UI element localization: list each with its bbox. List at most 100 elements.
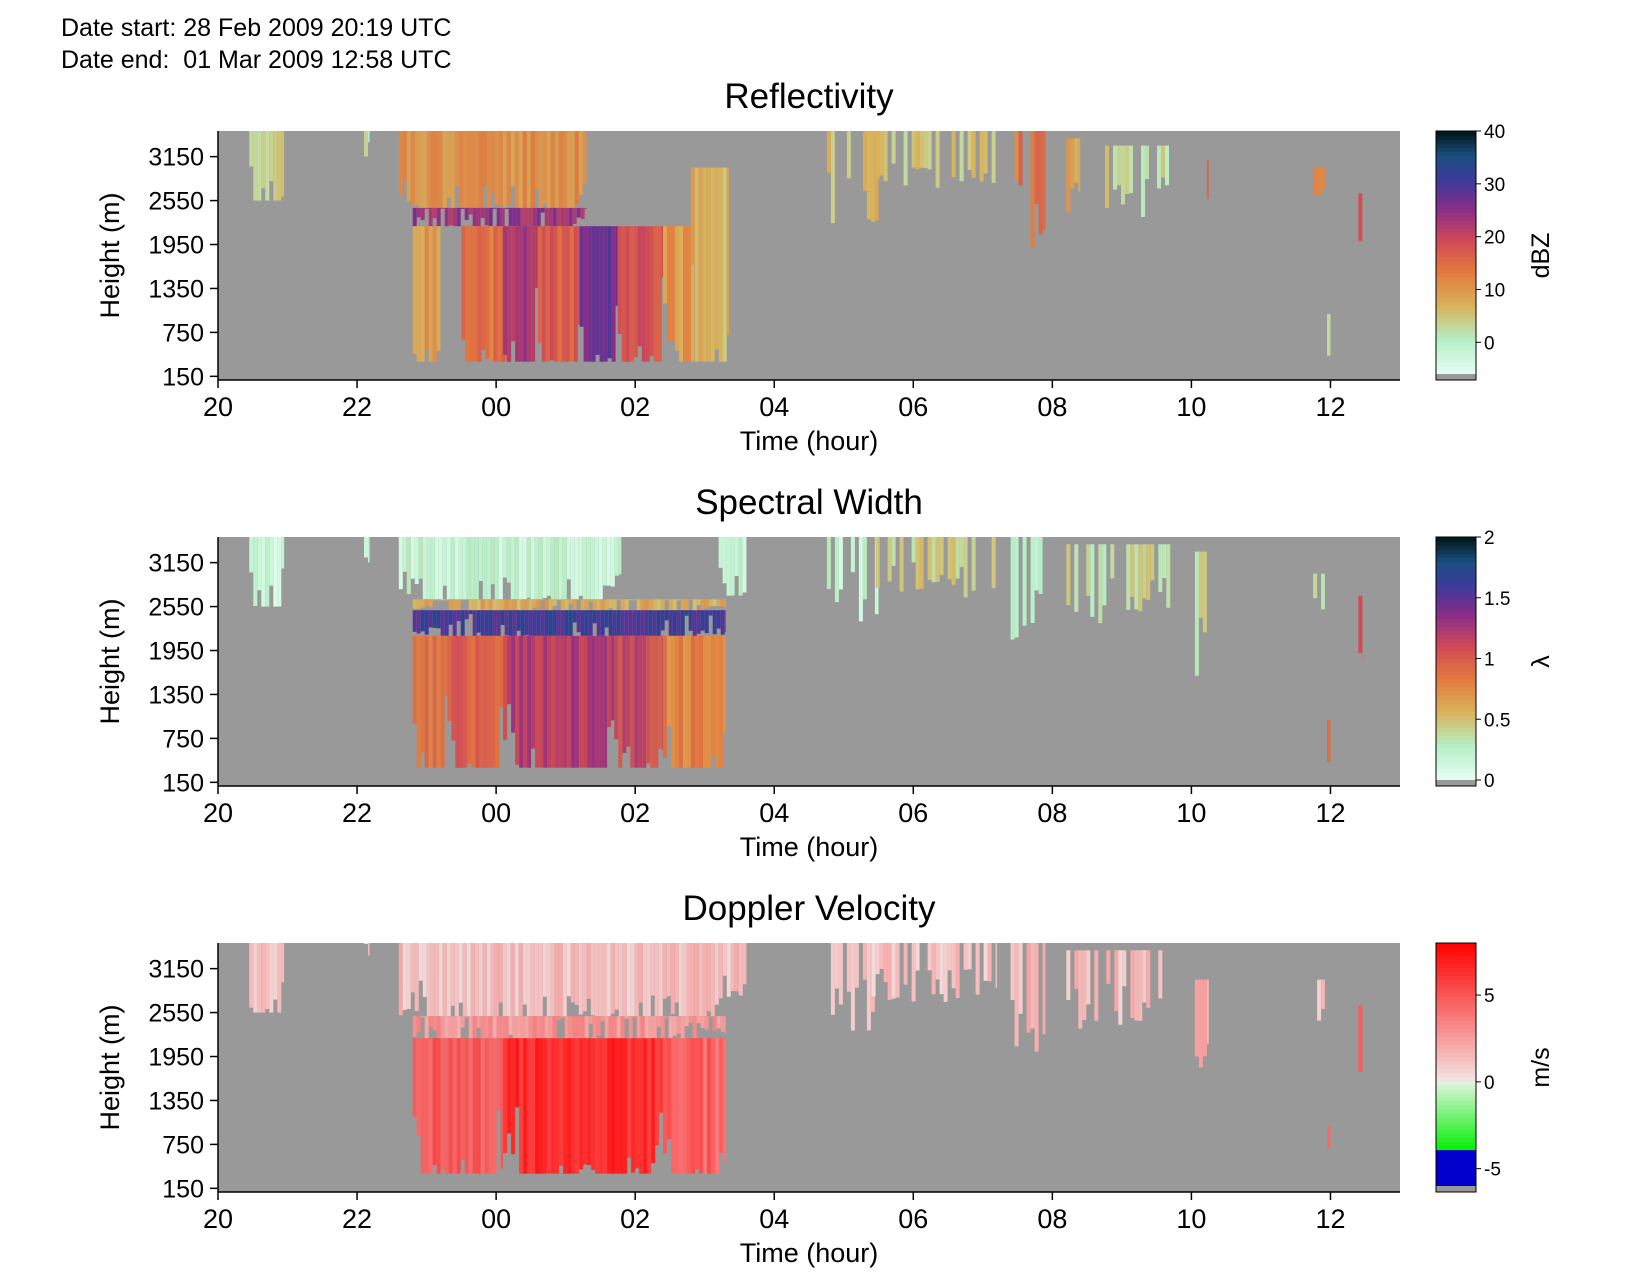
echo-cell xyxy=(618,537,622,575)
echo-cell xyxy=(616,1016,621,1039)
colorbar-swatch xyxy=(1436,739,1476,745)
echo-cell xyxy=(456,610,461,622)
echo-region xyxy=(1105,145,1169,217)
echo-cell xyxy=(943,943,948,1002)
colorbar-frame xyxy=(1435,130,1477,381)
echo-cell xyxy=(277,131,282,201)
echo-cell xyxy=(504,610,509,636)
echo-cell xyxy=(432,226,437,362)
echo-cell xyxy=(1358,595,1363,654)
colorbar-swatch xyxy=(1436,1129,1476,1134)
echo-cell xyxy=(563,635,568,768)
echo-cell xyxy=(471,635,476,768)
echo-cell xyxy=(612,1016,617,1039)
echo-cell xyxy=(456,1038,461,1174)
echo-cell xyxy=(576,599,581,601)
echo-cell xyxy=(588,599,593,602)
colorbar-swatch xyxy=(1436,191,1476,197)
colorbar-swatch xyxy=(1436,1072,1476,1078)
echo-cell xyxy=(742,537,747,593)
echo-cell xyxy=(652,599,657,611)
echo-cell xyxy=(590,943,595,1016)
echo-cell xyxy=(1110,544,1115,579)
colorbar-tick-label: 0 xyxy=(1484,771,1495,792)
echo-cell xyxy=(450,943,455,1006)
echo-cell xyxy=(467,635,472,764)
colorbar-swatch xyxy=(1436,301,1476,306)
echo-cell xyxy=(706,943,711,1012)
echo-cell xyxy=(571,1038,576,1174)
echo-cell xyxy=(510,943,515,1017)
echo-cell xyxy=(850,537,855,573)
echo-cell xyxy=(1202,979,1207,1057)
echo-cell xyxy=(454,943,459,1017)
echo-cell xyxy=(444,599,449,601)
echo-cell xyxy=(488,610,493,636)
echo-cell xyxy=(538,131,543,208)
echo-region xyxy=(1327,314,1331,356)
echo-cell xyxy=(649,226,654,357)
colorbar-swatch xyxy=(1436,987,1476,993)
echo-cell xyxy=(507,1038,512,1134)
echo-cell xyxy=(1014,943,1019,1047)
echo-cell xyxy=(722,943,727,976)
echo-cell xyxy=(608,610,613,636)
echo-cell xyxy=(1313,167,1318,197)
echo-cell xyxy=(504,599,509,611)
y-tick-label: 1950 xyxy=(148,1044,204,1072)
echo-cell xyxy=(522,537,527,600)
echo-cell xyxy=(496,207,501,227)
echo-cell xyxy=(951,943,956,989)
echo-cell xyxy=(687,226,691,362)
echo-cell xyxy=(469,226,474,362)
colorbar: -5 0 5 m/s xyxy=(1435,942,1555,1193)
echo-cell xyxy=(679,635,683,768)
colorbar-swatch xyxy=(1436,1019,1476,1025)
echo-cell xyxy=(582,943,587,1012)
echo-cell xyxy=(546,537,551,596)
echo-cell xyxy=(508,207,513,227)
echo-cell xyxy=(432,610,437,628)
colorbar-swatch xyxy=(1436,601,1476,607)
echo-cell xyxy=(474,943,479,1017)
echo-cell xyxy=(424,610,429,635)
echo-cell xyxy=(1018,131,1023,186)
echo-cell xyxy=(682,943,687,1017)
echo-cell xyxy=(653,226,658,362)
echo-cell xyxy=(555,635,560,768)
echo-cell xyxy=(903,131,908,186)
echo-region xyxy=(1358,595,1363,661)
echo-cell xyxy=(516,610,521,631)
echo-cell xyxy=(576,1016,581,1039)
echo-cell xyxy=(678,943,683,1017)
colorbar-swatch xyxy=(1436,654,1476,660)
colorbar-swatch xyxy=(1436,1048,1476,1053)
echo-cell xyxy=(611,635,615,721)
echo-cell xyxy=(911,943,916,1002)
echo-cell xyxy=(448,207,453,226)
echo-region xyxy=(398,943,747,1017)
echo-cell xyxy=(1042,131,1046,231)
echo-cell xyxy=(871,943,876,997)
echo-cell xyxy=(1122,950,1127,987)
echo-cell xyxy=(524,599,529,611)
echo-cell xyxy=(696,599,701,605)
echo-cell xyxy=(563,1038,568,1174)
echo-cell xyxy=(1317,167,1322,195)
echo-cell xyxy=(568,1016,573,1039)
echo-cell xyxy=(531,226,536,362)
x-tick-label: 04 xyxy=(759,798,789,828)
echo-cell xyxy=(656,599,661,611)
echo-cell xyxy=(507,226,512,362)
colorbar-swatch xyxy=(1436,755,1476,761)
echo-cell xyxy=(548,610,553,636)
echo-region xyxy=(249,943,285,1013)
echo-cell xyxy=(511,1038,516,1155)
colorbar-swatch xyxy=(1436,537,1476,542)
colorbar-swatch xyxy=(1436,682,1476,688)
echo-cell xyxy=(979,131,984,182)
colorbar-swatch xyxy=(1436,573,1476,579)
echo-cell xyxy=(1206,979,1209,1044)
echo-cell xyxy=(983,943,988,981)
echo-cell xyxy=(588,610,593,636)
